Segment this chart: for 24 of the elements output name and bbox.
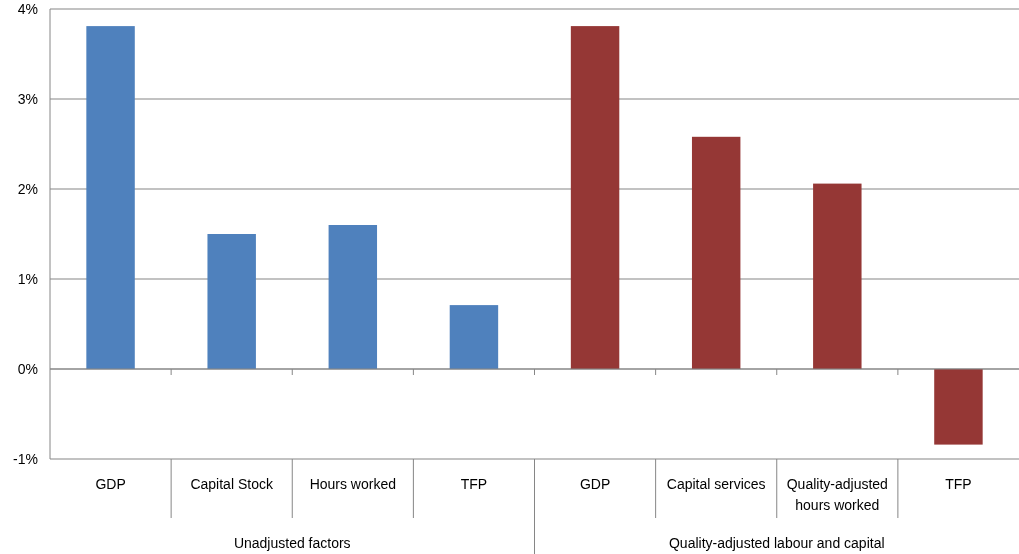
x-tick-label: TFP <box>945 476 972 492</box>
text: Unadjusted factors <box>233 535 351 551</box>
x-tick-label: Hours worked <box>309 476 396 492</box>
bar <box>207 234 256 369</box>
bar <box>86 26 135 369</box>
bar <box>449 305 499 369</box>
x-tick-label: GDP <box>579 476 611 492</box>
text: Quality-adjusted labour and capital <box>668 535 885 551</box>
bar <box>570 26 620 369</box>
y-tick-label: 0% <box>17 360 38 377</box>
bar <box>934 369 983 445</box>
y-tick-label: 1% <box>17 270 38 287</box>
bar <box>691 136 741 369</box>
x-tick-label: Quality-adjusted hours worked <box>786 476 888 513</box>
y-tick-label: 3% <box>17 90 38 107</box>
bar <box>813 183 862 369</box>
x-tick-label: Capital Stock <box>190 476 274 492</box>
x-tick-label: TFP <box>460 476 488 492</box>
y-tick-label: 4% <box>17 0 38 17</box>
x-tick-label: Capital services <box>666 476 766 492</box>
y-tick-label: 2% <box>17 180 38 197</box>
y-tick-label: -1% <box>13 450 38 467</box>
bar <box>328 225 378 369</box>
x-tick-label: GDP <box>95 476 126 492</box>
